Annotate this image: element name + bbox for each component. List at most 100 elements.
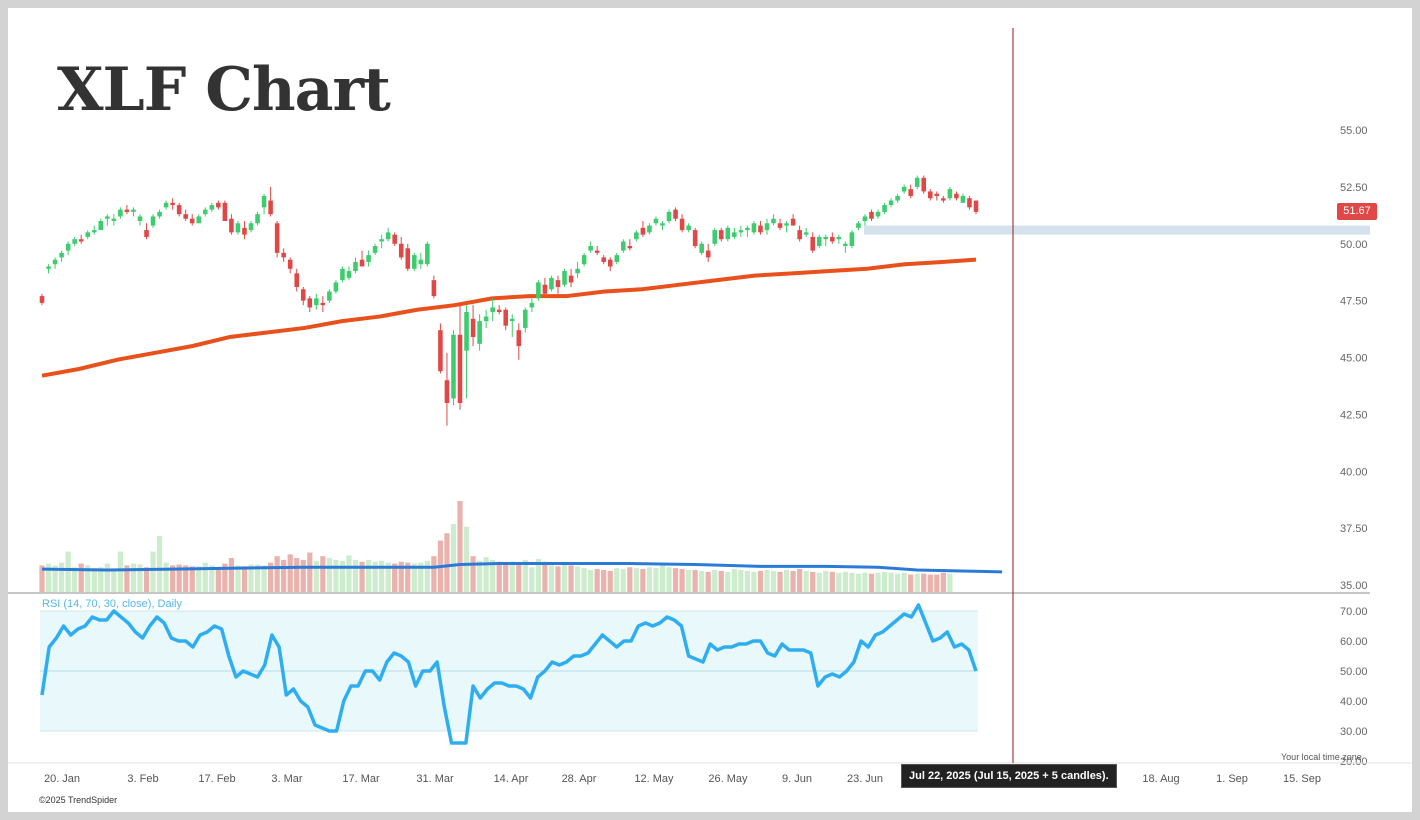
volume-bar: [209, 565, 215, 593]
price-axis-tick: 55.00: [1340, 125, 1368, 137]
chart-canvas[interactable]: 55.00 52.50 50.00 47.50 45.00 42.50 40.00 37.50…: [8, 8, 1412, 812]
volume-bar: [307, 552, 313, 593]
candle: [274, 221, 280, 258]
candle-body: [692, 230, 698, 247]
candle: [803, 227, 809, 237]
date-axis-tick: 31. Mar: [416, 773, 454, 785]
candle: [268, 186, 273, 217]
candle-body: [921, 177, 927, 192]
price-axis-tick: 47.50: [1340, 296, 1368, 308]
candle-body: [803, 232, 809, 235]
candle-body: [516, 330, 522, 347]
volume-bar: [699, 570, 705, 593]
volume-bar: [294, 558, 300, 593]
candle-body: [59, 252, 64, 258]
date-axis-tick: 12. May: [634, 773, 674, 785]
candle: [921, 175, 927, 194]
volume-bar: [150, 551, 156, 593]
volume-bar: [738, 570, 744, 593]
candle-body: [444, 380, 450, 403]
candle-body: [248, 223, 254, 231]
last-price-badge: 51.67: [1337, 203, 1377, 220]
candle: [59, 250, 64, 262]
volume-bar: [751, 571, 757, 593]
candle-body: [405, 248, 411, 269]
candle: [751, 221, 757, 235]
copyright-text: ©2025 TrendSpider: [39, 795, 118, 805]
candle-body: [261, 195, 267, 208]
candle: [412, 252, 417, 272]
candle: [131, 207, 136, 217]
candle-body: [451, 334, 456, 399]
candle: [869, 209, 874, 221]
candle-body: [392, 234, 397, 244]
volume-bar: [411, 563, 417, 593]
date-axis-tick: 3. Feb: [127, 773, 158, 785]
candle: [686, 223, 691, 233]
candle: [327, 289, 332, 303]
volume-bar: [385, 562, 391, 593]
volume-bar: [287, 554, 293, 593]
candle-body: [947, 189, 953, 199]
candle-body: [718, 230, 724, 240]
volume-bar: [901, 572, 907, 593]
volume-bar: [156, 535, 163, 593]
candle: [137, 214, 143, 226]
candle-body: [353, 261, 358, 272]
candle: [594, 246, 600, 256]
volume-bar: [731, 569, 737, 593]
volume-bar: [620, 569, 626, 593]
candle: [457, 302, 463, 410]
candle: [46, 264, 51, 274]
candle-body: [183, 214, 188, 219]
candle-body: [653, 218, 659, 224]
candle-body: [888, 200, 894, 206]
volume-bar: [823, 570, 829, 593]
volume-bar: [352, 559, 359, 593]
date-axis-tick: 17. Feb: [198, 773, 235, 785]
candle-body: [281, 252, 286, 258]
volume-bar: [117, 551, 123, 593]
volume-bar: [672, 568, 679, 593]
volume-bar: [372, 561, 378, 593]
volume-bar: [405, 562, 411, 593]
candle: [771, 214, 776, 226]
candle-body: [732, 232, 737, 237]
candle: [830, 232, 835, 244]
volume-bar: [529, 567, 535, 593]
candle-body: [660, 223, 665, 226]
candle-body: [738, 230, 744, 233]
volume-bar: [137, 564, 143, 593]
candle-body: [346, 271, 352, 278]
volume-bar: [424, 560, 430, 593]
candle-body: [914, 177, 920, 187]
volume-bar: [940, 572, 946, 593]
candle: [392, 232, 397, 247]
candle-body: [784, 223, 789, 226]
volume-bar: [274, 556, 280, 593]
candle-body: [758, 225, 763, 233]
candle-body: [464, 312, 469, 351]
candle: [843, 241, 848, 253]
candle: [699, 241, 704, 256]
candle-body: [379, 239, 384, 242]
candle-body: [882, 205, 887, 212]
candle-body: [575, 268, 580, 274]
volume-bar: [875, 572, 881, 593]
volume-bar: [261, 565, 267, 593]
volume-ma-line: [41, 562, 1003, 574]
volume-bar: [235, 565, 241, 593]
candle-body: [549, 277, 554, 290]
rsi-indicator-label[interactable]: RSI (14, 70, 30, close), Daily: [42, 598, 183, 610]
candle: [235, 221, 241, 235]
volume-bar: [52, 565, 58, 593]
candle-body: [856, 223, 861, 228]
candle: [157, 209, 162, 219]
volume-bar: [934, 574, 940, 593]
volume-bar: [686, 570, 692, 593]
volume-bar: [300, 559, 306, 593]
date-axis-tick: 18. Aug: [1142, 773, 1179, 785]
volume-bar: [111, 569, 117, 593]
candle: [464, 305, 469, 399]
candle-body: [869, 211, 874, 219]
